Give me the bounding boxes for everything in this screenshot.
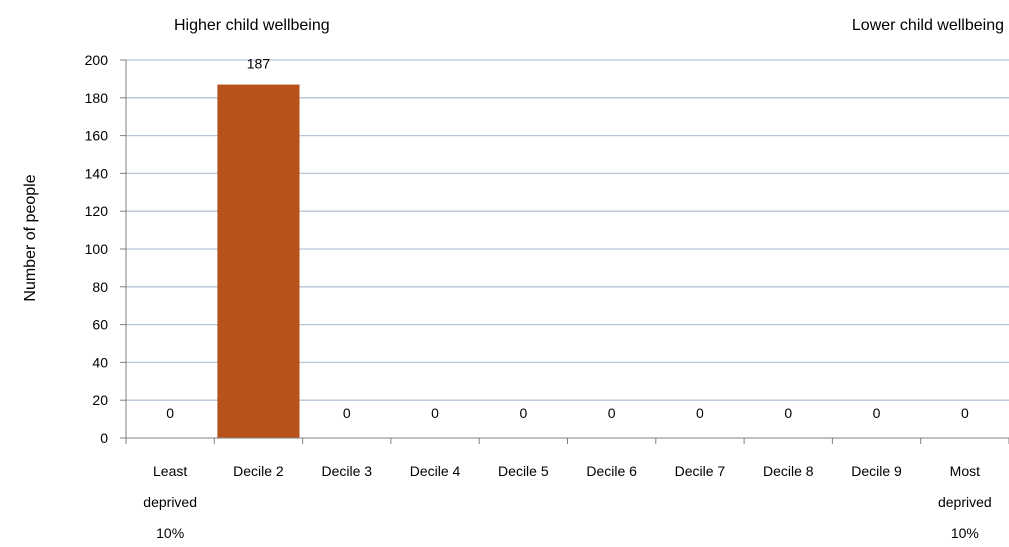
x-tick-label: Decile 5 [498,463,549,479]
axes: 0 20 40 60 80 100 120 140 160 180 200 [85,52,1009,446]
data-label: 0 [431,405,439,421]
x-tick-label: 10% [951,525,979,541]
labels: Number of people Higher child wellbeing … [22,17,1004,541]
data-label: 0 [343,405,351,421]
x-tick-label: Decile 9 [851,463,902,479]
data-label: 0 [784,405,792,421]
y-tick-label: 160 [85,128,109,144]
x-tick-label: Decile 3 [321,463,372,479]
y-tick-label: 60 [92,317,108,333]
y-tick-label: 100 [85,241,109,257]
y-tick-label: 200 [85,52,109,68]
x-tick-label: deprived [143,494,197,510]
x-tick-label: Decile 4 [410,463,461,479]
bars [217,84,300,438]
data-label: 0 [696,405,704,421]
x-tick-label: Decile 2 [233,463,284,479]
annotation-higher-wellbeing: Higher child wellbeing [174,17,330,34]
x-tick-label: Decile 7 [675,463,726,479]
data-label: 187 [247,56,271,72]
data-label: 0 [166,405,174,421]
data-label: 0 [519,405,527,421]
x-tick-label: Decile 8 [763,463,814,479]
y-tick-label: 120 [85,203,109,219]
x-tick-label: deprived [938,494,992,510]
y-tick-label: 140 [85,165,109,181]
x-tick-label: 10% [156,525,184,541]
y-tick-label: 20 [92,392,108,408]
annotation-lower-wellbeing: Lower child wellbeing [852,17,1004,34]
x-tick-label: Least [153,463,187,479]
y-tick-label: 80 [92,279,108,295]
y-axis-title: Number of people [22,174,39,301]
x-tick-label: Decile 6 [586,463,637,479]
data-label: 0 [961,405,969,421]
x-tick-label: Most [950,463,980,479]
data-label: 0 [873,405,881,421]
bar [217,84,300,438]
y-tick-label: 180 [85,90,109,106]
y-tick-label: 0 [100,430,108,446]
data-label: 0 [608,405,616,421]
y-tick-label: 40 [92,354,108,370]
